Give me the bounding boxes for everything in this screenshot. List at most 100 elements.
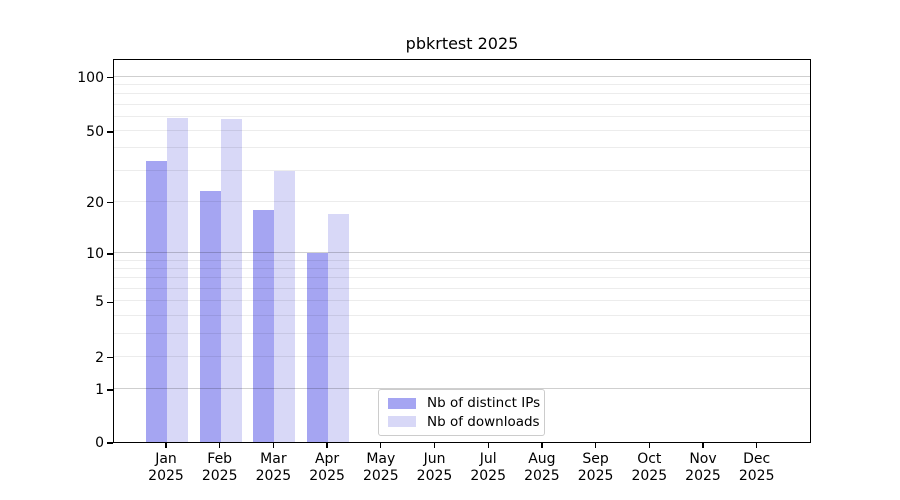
- gridline-major-10: [114, 252, 810, 254]
- y-tick-label-1: 1: [95, 381, 104, 398]
- legend-swatch-distinct-ips: [388, 397, 416, 409]
- gridline-minor-7: [114, 277, 810, 279]
- x-tick-label-year: 2025: [577, 468, 614, 484]
- gridline-minor-5: [114, 300, 810, 302]
- x-tick-label-year: 2025: [201, 468, 238, 484]
- x-tick-oct: [648, 443, 650, 448]
- x-tick-dec: [756, 443, 758, 448]
- x-tick-label-month: Jul: [479, 451, 497, 467]
- y-tick-10: [107, 253, 113, 255]
- gridline-minor-3: [114, 332, 810, 334]
- legend-label-downloads: Nb of downloads: [427, 413, 540, 430]
- gridline-minor-6: [114, 288, 810, 290]
- x-tick-label-year: 2025: [255, 468, 292, 484]
- gridline-minor-30: [114, 169, 810, 171]
- x-tick-label-year: 2025: [524, 468, 560, 484]
- bar-downloads-feb: [220, 119, 242, 442]
- legend-item-distinct-ips: Nb of distinct IPs: [388, 395, 540, 411]
- chart-title: pbkrtest 2025: [405, 34, 519, 53]
- x-tick-label-month: Apr: [314, 451, 340, 467]
- bar-distinct-ips-feb: [199, 191, 221, 442]
- x-tick-label-year: 2025: [362, 468, 399, 484]
- x-tick-apr: [326, 443, 328, 448]
- y-tick-label-2: 2: [95, 349, 104, 366]
- x-tick-mar: [272, 443, 275, 448]
- x-tick-label-month: May: [366, 451, 396, 467]
- bar-downloads-apr: [328, 213, 350, 442]
- x-tick-label-sep: Sep 2025: [567, 451, 625, 485]
- x-tick-label-month: Mar: [260, 451, 287, 467]
- x-tick-label-year: 2025: [309, 468, 345, 484]
- gridline-minor-50: [114, 130, 810, 132]
- x-tick-label-month: Feb: [207, 451, 233, 467]
- x-tick-feb: [219, 443, 221, 448]
- x-tick-jul: [487, 443, 489, 448]
- x-tick-label-jan: Jan 2025: [137, 451, 195, 485]
- plot-area: [113, 59, 811, 443]
- y-tick-label-10: 10: [86, 246, 104, 263]
- y-tick-50: [107, 131, 113, 133]
- x-tick-label-month: Nov: [689, 451, 717, 467]
- x-tick-label-jun: Jun 2025: [406, 451, 464, 485]
- bar-distinct-ips-apr: [307, 253, 329, 442]
- gridline-minor-2: [114, 355, 810, 357]
- x-tick-jan: [165, 443, 167, 448]
- y-tick-5: [107, 301, 113, 304]
- y-tick-20: [107, 201, 113, 204]
- gridline-minor-80: [114, 93, 810, 95]
- x-tick-label-month: Jan: [155, 451, 177, 467]
- legend-item-downloads: Nb of downloads: [388, 414, 540, 430]
- y-tick-label-100: 100: [77, 69, 104, 86]
- x-tick-label-month: Jun: [423, 451, 446, 467]
- x-tick-label-month: Oct: [637, 451, 662, 467]
- x-tick-label-year: 2025: [738, 468, 775, 484]
- x-tick-label-nov: Nov 2025: [674, 451, 732, 485]
- y-tick-label-0: 0: [95, 435, 104, 451]
- y-tick-2: [107, 356, 113, 359]
- x-tick-label-apr: Apr 2025: [298, 451, 356, 485]
- bar-distinct-ips-jan: [146, 160, 167, 442]
- x-tick-label-dec: Dec 2025: [728, 451, 786, 485]
- x-tick-label-year: 2025: [416, 468, 453, 484]
- y-tick-0: [107, 442, 113, 444]
- x-tick-jun: [433, 443, 436, 448]
- x-tick-label-year: 2025: [148, 468, 184, 484]
- gridline-major-100: [114, 75, 810, 77]
- x-tick-label-feb: Feb 2025: [191, 451, 249, 485]
- y-tick-1: [107, 389, 113, 391]
- y-tick-label-20: 20: [86, 194, 104, 211]
- x-tick-label-jul: Jul 2025: [459, 451, 517, 485]
- bar-downloads-mar: [274, 170, 296, 442]
- gridline-minor-70: [114, 103, 810, 105]
- gridline-minor-20: [114, 200, 810, 202]
- x-tick-label-may: May 2025: [352, 451, 410, 485]
- gridline-minor-40: [114, 147, 810, 149]
- x-tick-nov: [702, 443, 704, 448]
- x-tick-may: [380, 443, 382, 448]
- x-tick-label-aug: Aug 2025: [513, 451, 571, 485]
- gridline-minor-90: [114, 83, 810, 85]
- x-tick-label-year: 2025: [631, 468, 668, 484]
- x-tick-label-month: Aug: [528, 451, 556, 467]
- bar-downloads-jan: [167, 118, 188, 442]
- bar-distinct-ips-mar: [253, 209, 275, 442]
- gridline-minor-4: [114, 314, 810, 316]
- x-tick-sep: [594, 443, 597, 448]
- y-tick-label-5: 5: [95, 294, 104, 311]
- legend: Nb of distinct IPs Nb of downloads: [378, 389, 545, 436]
- gridline-minor-60: [114, 115, 810, 117]
- gridline-minor-9: [114, 259, 810, 261]
- gridline-minor-8: [114, 268, 810, 270]
- legend-label-distinct-ips: Nb of distinct IPs: [427, 395, 541, 412]
- x-tick-label-year: 2025: [470, 468, 506, 484]
- x-tick-label-month: Sep: [582, 451, 609, 467]
- y-tick-label-50: 50: [86, 124, 104, 140]
- x-tick-label-month: Dec: [743, 451, 771, 467]
- x-tick-label-oct: Oct 2025: [620, 451, 678, 485]
- legend-swatch-downloads: [388, 416, 416, 428]
- gridline-major-1: [114, 387, 810, 389]
- grid-layer: [114, 60, 810, 442]
- y-tick-100: [107, 76, 113, 79]
- bars-layer: [114, 60, 810, 442]
